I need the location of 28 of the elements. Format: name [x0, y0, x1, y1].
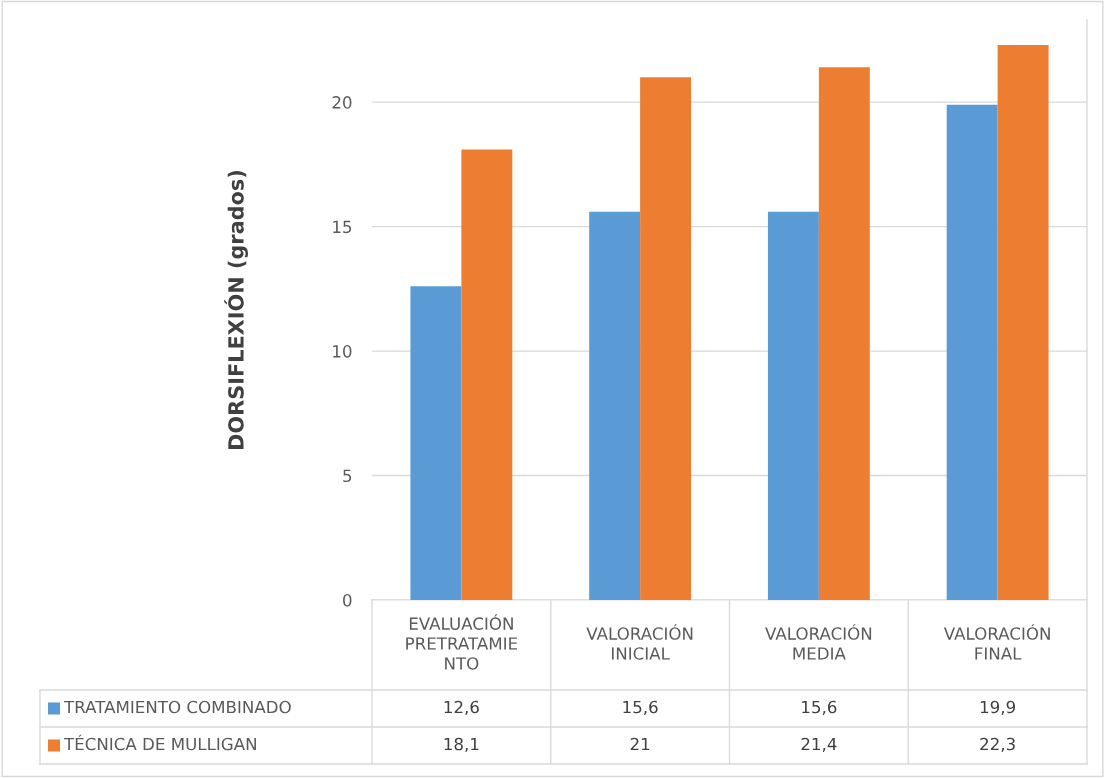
data-label: 19,9 [980, 700, 1016, 716]
bar [589, 211, 641, 600]
data-label: 22,3 [980, 737, 1015, 753]
bar [818, 67, 870, 600]
bar [461, 149, 513, 600]
y-tick-label: 5 [343, 469, 352, 483]
y-tick-label: 10 [333, 345, 352, 358]
y-tick-label: 20 [332, 96, 352, 109]
x-tick-label: VALORACIÓN FINAL [943, 624, 1050, 660]
y-tick-label: 15 [333, 220, 352, 234]
x-tick-label: EVALUACIÓN PRETRATAMIE NTO [406, 614, 518, 670]
legend-label: TÉCNICA DE MULLIGAN [63, 734, 256, 751]
y-axis-title: DORSIFLEXIÓN (grados) [224, 170, 249, 449]
bar [767, 211, 819, 600]
bar [410, 286, 462, 600]
bar [946, 104, 998, 600]
y-tick-label: 0 [343, 593, 352, 607]
data-label: 15,6 [802, 700, 837, 716]
legend-label: TRATAMIENTO COMBINADO [63, 700, 291, 714]
data-label: 21,4 [801, 737, 837, 753]
x-tick-label: VALORACIÓN INICIAL [586, 624, 693, 660]
data-label: 15,6 [623, 700, 658, 716]
data-label: 21 [630, 737, 650, 751]
data-label: 12,6 [444, 700, 479, 716]
bar [997, 44, 1049, 600]
bar [640, 77, 692, 600]
data-label: 18,1 [444, 737, 479, 753]
x-tick-label: VALORACIÓN MEDIA [765, 624, 872, 660]
